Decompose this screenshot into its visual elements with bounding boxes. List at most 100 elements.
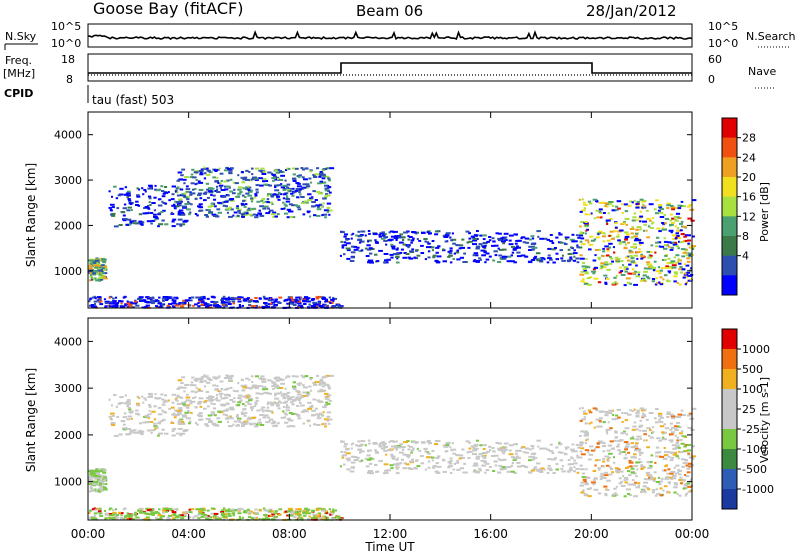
power-return — [128, 199, 132, 202]
velocity-return — [671, 444, 677, 447]
power-return — [110, 203, 115, 206]
power-return — [557, 241, 562, 244]
power-return — [628, 282, 632, 285]
velocity-return — [327, 387, 331, 390]
power-return — [277, 191, 281, 194]
power-return — [642, 274, 647, 277]
power-return — [396, 252, 401, 255]
velocity-return — [590, 449, 596, 452]
velocity-return — [573, 450, 578, 453]
power-return — [137, 298, 142, 300]
velocity-return — [473, 469, 476, 472]
power-return — [673, 216, 678, 218]
velocity-return — [666, 411, 671, 414]
power-return — [334, 297, 338, 300]
power-return — [539, 260, 544, 263]
power-return — [616, 282, 619, 285]
velocity-return — [565, 447, 568, 450]
power-return — [672, 243, 678, 246]
power-return — [658, 230, 662, 233]
velocity-return — [207, 378, 211, 381]
velocity-return — [639, 407, 644, 410]
velocity-return — [651, 478, 656, 481]
velocity-return — [317, 415, 320, 417]
velocity-return — [300, 374, 304, 377]
velocity-return — [241, 516, 244, 519]
power-return — [137, 221, 143, 224]
velocity-return — [247, 416, 251, 419]
power-return — [435, 261, 441, 264]
velocity-return — [282, 397, 286, 400]
power-return — [442, 248, 445, 251]
power-return — [463, 252, 466, 255]
velocity-return — [451, 448, 457, 451]
power-return — [233, 297, 238, 300]
velocity-return — [94, 508, 97, 511]
power-return — [579, 232, 584, 235]
velocity-return — [96, 480, 102, 483]
power-return — [217, 211, 222, 214]
power-return — [456, 258, 461, 261]
power-return — [148, 212, 154, 214]
power-return — [197, 180, 201, 183]
power-return — [285, 169, 288, 171]
velocity-return — [164, 510, 168, 513]
velocity-return — [540, 467, 545, 470]
power-return — [316, 214, 321, 217]
velocity-return — [222, 515, 225, 518]
power-return — [296, 175, 299, 178]
velocity-return — [311, 414, 316, 417]
velocity-return — [580, 447, 585, 450]
velocity-return — [682, 462, 688, 464]
power-return — [98, 257, 103, 260]
power-return — [654, 283, 658, 286]
velocity-return — [286, 511, 289, 513]
power-return — [657, 204, 663, 206]
velocity-return — [225, 509, 230, 512]
velocity-return — [178, 386, 183, 389]
velocity-return — [680, 442, 685, 445]
power-return — [498, 248, 504, 251]
velocity-return — [520, 447, 523, 449]
power-return — [677, 259, 682, 262]
power-return — [484, 244, 487, 247]
velocity-return — [150, 511, 155, 514]
power-return — [216, 208, 221, 211]
power-return — [345, 247, 351, 250]
velocity-return — [237, 397, 242, 399]
power-return — [670, 204, 674, 207]
velocity-return — [254, 516, 258, 519]
velocity-return — [171, 509, 174, 512]
power-return — [549, 240, 554, 243]
power-return — [636, 200, 640, 203]
velocity-return — [322, 411, 325, 414]
velocity-return — [318, 383, 322, 386]
power-return — [472, 260, 476, 263]
power-return — [282, 197, 286, 200]
power-return — [171, 225, 176, 228]
velocity-return — [171, 429, 175, 432]
velocity-return — [100, 479, 103, 482]
power-return — [254, 194, 258, 197]
velocity-return — [88, 490, 92, 493]
power-return — [306, 300, 312, 303]
velocity-return — [324, 392, 328, 395]
power-return — [177, 218, 183, 221]
velocity-return — [603, 474, 609, 477]
power-return — [182, 223, 186, 226]
velocity-return — [181, 414, 187, 417]
power-return — [188, 297, 192, 299]
power-return — [602, 247, 605, 250]
power-return — [687, 239, 692, 242]
velocity-return — [185, 393, 189, 396]
velocity-return — [617, 443, 620, 446]
power-return — [401, 236, 406, 239]
power-return — [166, 296, 171, 299]
velocity-return — [198, 418, 201, 421]
velocity-return — [632, 453, 637, 456]
velocity-return — [274, 392, 279, 395]
velocity-return — [673, 491, 677, 494]
power-return — [584, 224, 590, 227]
power-return — [101, 274, 105, 277]
velocity-return — [671, 431, 675, 434]
